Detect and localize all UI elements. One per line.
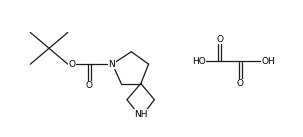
Text: HO: HO xyxy=(192,57,206,66)
Text: O: O xyxy=(237,79,244,88)
Text: O: O xyxy=(68,60,75,69)
Text: N: N xyxy=(108,60,115,69)
Text: OH: OH xyxy=(262,57,275,66)
Text: O: O xyxy=(216,35,223,44)
Text: NH: NH xyxy=(134,110,148,119)
Text: O: O xyxy=(86,81,93,90)
